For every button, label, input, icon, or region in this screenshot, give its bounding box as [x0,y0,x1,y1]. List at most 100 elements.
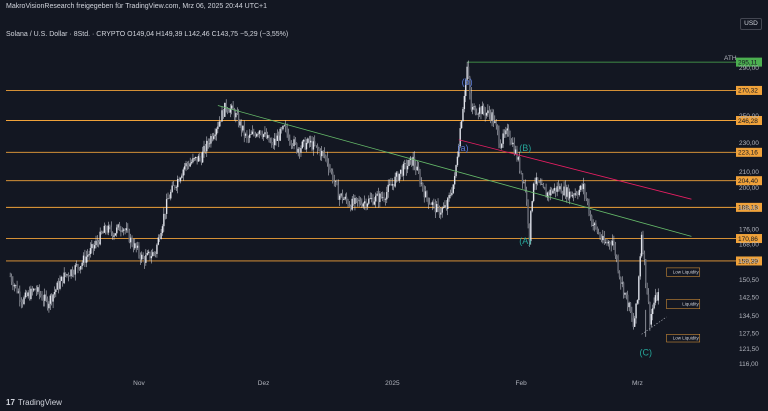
candle-body [211,135,214,139]
candle-body [305,142,308,150]
candle-body [613,240,615,245]
candle-body [197,155,200,162]
candle-body [60,276,63,281]
candle-body [622,282,625,295]
candle-body [528,223,531,242]
candle-body [82,255,85,263]
candle-body [50,295,53,302]
candle-body [419,172,421,184]
candle-body [456,156,459,166]
candle-body [200,157,202,163]
candle-body [538,182,540,183]
candle-body [280,128,283,130]
candle-body [152,252,154,257]
candle-body [327,163,330,170]
candle-body [437,204,439,208]
candle-body [95,240,97,246]
publisher-line: MakroVisionResearch freigegeben für Trad… [6,3,268,10]
candle-body [91,244,93,249]
candle-body [129,237,132,243]
candle-body [373,201,376,205]
tradingview-logo[interactable]: 17 TradingView [6,398,62,407]
candle-body [336,180,338,185]
wave-labels-layer: (b) (a) (B) (A) (C) [457,77,652,357]
candle-body [24,292,27,298]
candle-body [489,114,492,121]
candle-body [235,113,237,118]
candle-body [369,198,371,200]
candle-body [618,271,621,278]
candle-body [542,184,544,188]
candle-body [553,187,556,191]
candle-body [294,139,297,144]
candle-body [494,121,496,123]
candle-body [435,204,438,213]
candle-body [404,163,406,164]
candle-body [651,308,654,315]
candle-body [503,133,506,135]
candle-body [114,233,117,236]
candle-body [325,155,327,157]
candle-body [307,138,309,143]
candle-body [614,244,616,256]
candle-body [646,283,648,295]
candle-body [103,225,106,233]
candle-body [89,248,92,255]
y-tick-label: 230,00 [739,140,759,147]
candle-body [183,166,186,170]
x-tick-label: 2025 [385,380,400,387]
candle-body [617,258,619,272]
candle-body [615,255,618,259]
candle-body [250,133,252,135]
candle-body [595,223,597,228]
candle-body [492,112,495,123]
candle-body [128,230,130,243]
currency-selector[interactable]: USD [740,18,762,30]
candle-body [357,198,359,201]
candle-body [575,192,578,195]
candle-body [556,186,558,192]
candle-body [251,131,254,134]
price-tag-label: 159,39 [738,258,758,265]
x-tick-label: Feb [516,380,528,387]
candle-body [157,237,160,245]
candle-body [261,134,263,138]
candle-body [12,281,14,287]
candle-body [388,184,391,185]
candle-body [196,156,198,162]
candle-body [405,163,407,170]
candle-body [121,230,124,232]
candle-body [172,185,175,187]
candle-body [620,277,622,284]
candle-body [355,197,358,199]
y-tick-label: 250,00 [739,113,759,120]
candle-body [96,240,99,243]
candle-body [214,134,216,137]
candle-body [132,244,135,249]
candle-body [463,95,466,110]
candle-body [52,294,54,302]
candle-body [255,134,258,137]
x-tick-label: Mrz [632,380,643,387]
candle-body [477,113,479,115]
candle-body [319,150,322,157]
candle-body [386,192,388,200]
candle-body [560,186,562,194]
candle-body [181,175,183,178]
candle-body [469,77,471,94]
candle-body [631,312,633,319]
candle-body [639,256,641,277]
y-tick-label: 168,00 [739,241,759,248]
candle-body [59,280,61,289]
candle-body [186,163,189,165]
candle-body [301,141,304,148]
candle-body [462,109,464,122]
y-tick-label: 188,00 [739,205,759,212]
candle-body [237,113,240,126]
candle-body [574,192,576,196]
candle-body [269,141,272,143]
candle-body [221,110,223,122]
y-tick-label: 142,50 [739,294,759,301]
candle-body [62,276,64,284]
